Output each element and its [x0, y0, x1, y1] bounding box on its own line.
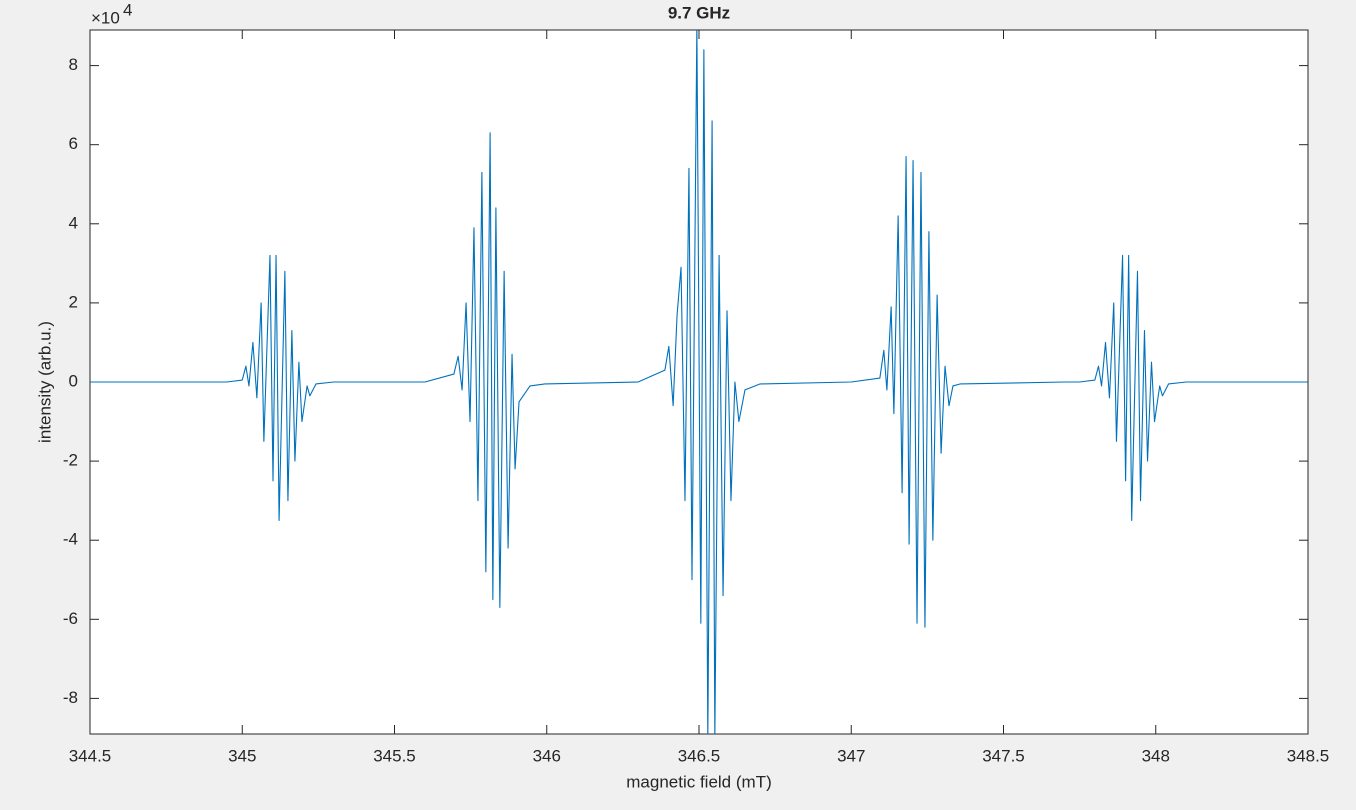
ticks: 344.5 345 345.5 346 346.5 347 347.5 348 348.5 -8 -… [63, 30, 1329, 765]
x-tick-label: 346.5 [678, 746, 721, 765]
y-tick-label: -4 [63, 530, 78, 549]
x-tick-label: 348.5 [1287, 746, 1330, 765]
x-tick-label: 346 [533, 746, 561, 765]
spectrum-line [90, 30, 1308, 734]
y-scale-label: ×10 [91, 8, 120, 27]
y-scale-exponent: 4 [123, 0, 132, 19]
x-tick-label: 347 [837, 746, 865, 765]
x-axis-label: magnetic field (mT) [626, 772, 771, 791]
chart-title: 9.7 GHz [668, 3, 730, 22]
y-tick-label: 8 [69, 55, 78, 74]
x-tick-label: 345.5 [373, 746, 416, 765]
y-tick-label: 2 [69, 292, 78, 311]
x-tick-label: 348 [1142, 746, 1170, 765]
y-tick-label: 4 [69, 213, 78, 232]
y-tick-label: -8 [63, 688, 78, 707]
y-tick-label: 0 [69, 371, 78, 390]
y-tick-label: 6 [69, 134, 78, 153]
plot-area [90, 30, 1308, 734]
y-tick-label: -2 [63, 451, 78, 470]
x-tick-label: 344.5 [69, 746, 112, 765]
y-tick-label: -6 [63, 609, 78, 628]
y-axis-label: intensity (arb.u.) [35, 321, 54, 443]
x-tick-label: 347.5 [982, 746, 1025, 765]
x-tick-label: 345 [228, 746, 256, 765]
